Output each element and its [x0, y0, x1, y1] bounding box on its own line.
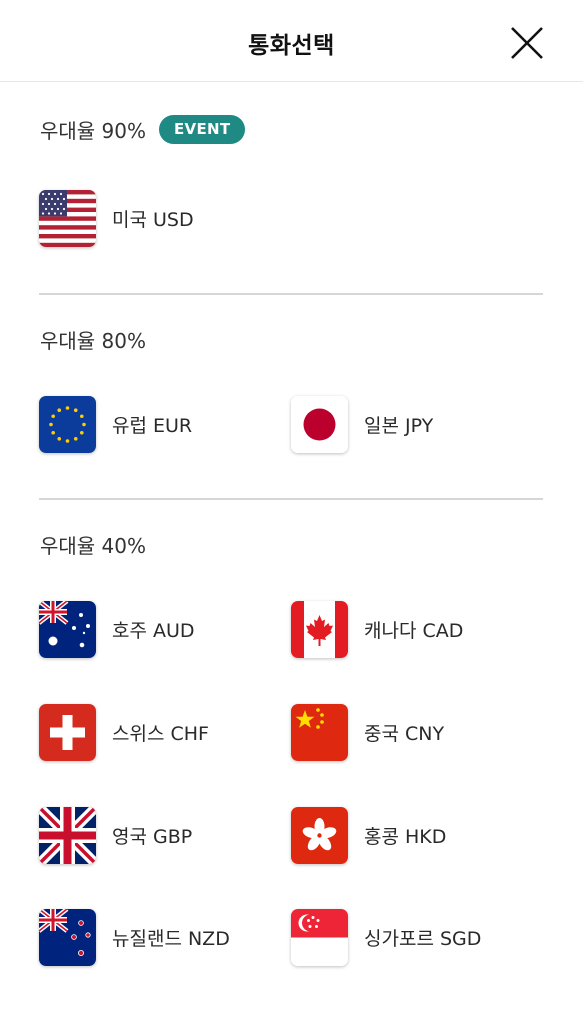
- header: 통화선택: [0, 0, 583, 82]
- currency-label: 유럽 EUR: [112, 414, 193, 437]
- currency-jpy[interactable]: 일본 JPY: [291, 395, 521, 453]
- uk-flag-icon: [39, 806, 96, 864]
- currency-label: 중국 CNY: [364, 722, 445, 745]
- currency-label: 홍콩 HKD: [364, 825, 447, 848]
- divider: [39, 293, 543, 295]
- currency-label: 뉴질랜드 NZD: [112, 927, 230, 950]
- currency-label: 일본 JPY: [364, 414, 434, 437]
- currency-cad[interactable]: 캐나다 CAD: [291, 600, 521, 658]
- currency-label: 호주 AUD: [112, 619, 195, 642]
- currency-aud[interactable]: 호주 AUD: [39, 600, 269, 658]
- china-flag-icon: [291, 703, 348, 761]
- singapore-flag-icon: [291, 908, 348, 966]
- currency-sgd[interactable]: 싱가포르 SGD: [291, 908, 521, 966]
- currency-label: 캐나다 CAD: [364, 619, 464, 642]
- hongkong-flag-icon: [291, 806, 348, 864]
- eu-flag-icon: [39, 395, 96, 453]
- canada-flag-icon: [291, 600, 348, 658]
- currency-label: 싱가포르 SGD: [364, 927, 482, 950]
- japan-flag-icon: [291, 395, 348, 453]
- currency-eur[interactable]: 유럽 EUR: [39, 395, 269, 453]
- currency-label: 영국 GBP: [112, 825, 193, 848]
- newzealand-flag-icon: [39, 908, 96, 966]
- section-title-90: 우대율 90% EVENT: [40, 115, 246, 144]
- close-button[interactable]: [505, 21, 549, 65]
- close-icon: [511, 27, 543, 59]
- currency-hkd[interactable]: 홍콩 HKD: [291, 806, 521, 864]
- currency-chf[interactable]: 스위스 CHF: [39, 703, 269, 761]
- currency-label: 미국 USD: [112, 208, 194, 231]
- currency-usd[interactable]: 미국 USD: [39, 189, 269, 247]
- currency-nzd[interactable]: 뉴질랜드 NZD: [39, 908, 269, 966]
- section-title-40: 우대율 40%: [40, 534, 147, 558]
- switzerland-flag-icon: [39, 703, 96, 761]
- divider: [39, 498, 543, 500]
- currency-gbp[interactable]: 영국 GBP: [39, 806, 269, 864]
- section-title-80: 우대율 80%: [40, 329, 147, 353]
- event-badge: EVENT: [159, 115, 246, 144]
- currency-label: 스위스 CHF: [112, 722, 209, 745]
- us-flag-icon: [39, 189, 96, 247]
- currency-cny[interactable]: 중국 CNY: [291, 703, 521, 761]
- australia-flag-icon: [39, 600, 96, 658]
- page-title: 통화선택: [248, 33, 335, 59]
